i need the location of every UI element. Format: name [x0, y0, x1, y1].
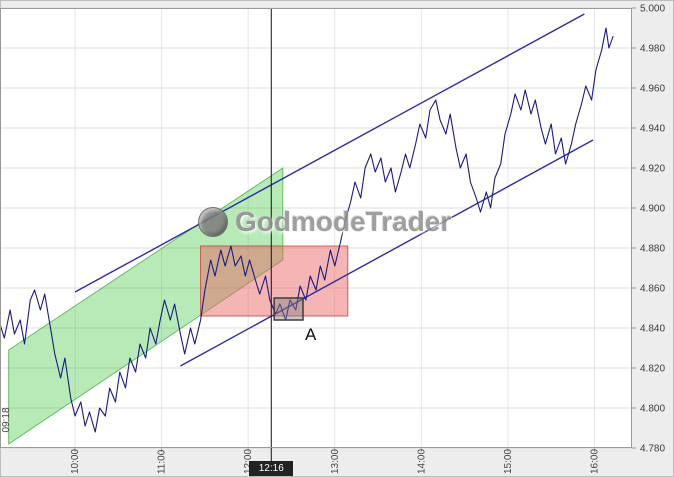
y-axis-label: 4.980 [640, 44, 665, 55]
y-axis-label: 4.800 [640, 404, 665, 415]
y-axis-label: 4.940 [640, 124, 665, 135]
upper-trendline[interactable] [74, 13, 585, 293]
y-axis-label: 4.920 [640, 164, 665, 175]
y-axis-label: 4.840 [640, 324, 665, 335]
x-axis-label: 15:00 [503, 449, 514, 474]
y-axis-label: 4.780 [640, 444, 665, 455]
measurement-box-a[interactable] [273, 297, 304, 321]
crosshair-time-label: 12:16 [249, 461, 294, 476]
x-axis-label: 14:00 [416, 449, 427, 474]
x-axis-label: 10:00 [70, 449, 81, 474]
x-axis-label: 12:00 [243, 449, 254, 474]
price-line [0, 27, 614, 433]
y-axis-label: 5.000 [640, 4, 665, 15]
series-start-time-label: 09:18 [1, 407, 12, 433]
y-axis-label: 4.880 [640, 244, 665, 255]
x-axis-label: 13:00 [330, 449, 341, 474]
y-axis-label: 4.820 [640, 364, 665, 375]
y-axis-label: 4.960 [640, 84, 665, 95]
box-a-label: A [305, 325, 317, 344]
plot-area[interactable] [0, 8, 632, 448]
plot-border [0, 8, 632, 448]
x-axis-label: 16:00 [589, 449, 600, 474]
lower-trendline[interactable] [180, 139, 594, 367]
x-axis-label: 11:00 [157, 449, 168, 474]
y-axis-label: 4.900 [640, 204, 665, 215]
y-axis-label: 4.860 [640, 284, 665, 295]
